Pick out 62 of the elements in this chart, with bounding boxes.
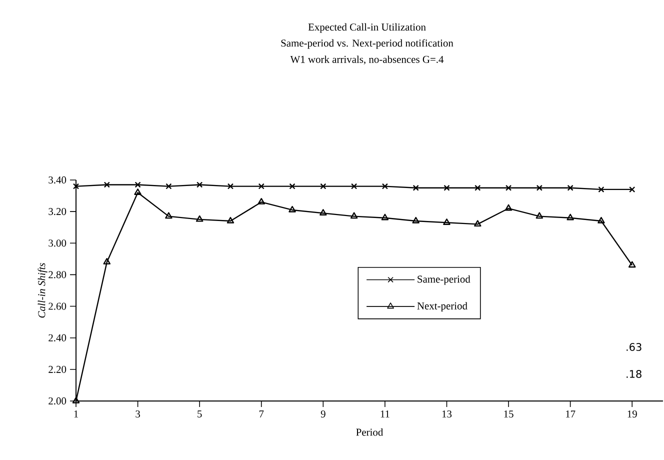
point: [226, 216, 234, 224]
x-tick-label: 5: [198, 410, 202, 418]
chart-subtitle: Same-period vs. Next-period notification: [281, 39, 454, 49]
x-axis-title: Period: [356, 428, 384, 436]
legend-label: Next-period: [417, 302, 468, 312]
point: [412, 216, 420, 224]
y-tick-label: 2.40: [48, 334, 66, 342]
y-tick-label: 2.20: [48, 366, 66, 373]
y-tick-label: 3.40: [48, 176, 66, 184]
point: [629, 186, 636, 193]
point: [444, 184, 450, 191]
point: [474, 184, 481, 191]
point: [566, 214, 574, 220]
point: [166, 183, 172, 190]
point: [412, 184, 419, 191]
x-tick-label: 19: [628, 410, 637, 418]
x-tick-label: 13: [442, 410, 452, 418]
text: W1 work arrivals, no-absences G=.4: [290, 56, 444, 64]
point: [567, 184, 574, 191]
point: [104, 182, 110, 188]
chart-title: Expected Call-in Utilization: [308, 23, 426, 33]
point: [381, 214, 389, 220]
x-tick-label: 7: [259, 410, 264, 418]
point: [628, 261, 636, 268]
point: [350, 183, 358, 190]
x-tick-label: 1: [74, 410, 78, 418]
point: [536, 212, 544, 219]
point: [289, 183, 296, 190]
point: [196, 215, 204, 222]
point: [598, 216, 605, 224]
x-tick-label: 17: [566, 410, 576, 418]
point: [320, 183, 326, 190]
point: [505, 184, 512, 191]
point: [598, 186, 604, 193]
point: [258, 183, 264, 190]
legend-label: Same-period: [418, 275, 470, 285]
point: [504, 204, 512, 211]
annotation: .18: [626, 370, 642, 378]
y-axis-title: Call-in Shifts: [38, 263, 48, 318]
point: [196, 182, 203, 188]
x-tick-label: 15: [504, 410, 514, 418]
point: [258, 198, 265, 204]
y-tick-label: 3.00: [48, 240, 66, 247]
point: [443, 218, 450, 225]
y-tick-label: 2.00: [48, 397, 66, 405]
point: [320, 209, 327, 216]
y-tick-label: 2.80: [48, 271, 66, 278]
point: [536, 184, 542, 191]
point: [103, 258, 111, 264]
x-tick-label: 3: [136, 410, 140, 418]
point: [288, 206, 296, 212]
y-tick-label: 2.60: [48, 302, 66, 310]
point: [227, 183, 234, 190]
point: [350, 212, 358, 219]
point: [382, 183, 388, 190]
point: [165, 212, 172, 219]
x-tick-label: 11: [380, 410, 390, 418]
annotation: .63: [626, 343, 642, 351]
x-tick-label: 9: [320, 410, 326, 418]
point: [72, 183, 80, 190]
point: [474, 220, 482, 227]
y-tick-label: 3.20: [48, 208, 66, 216]
